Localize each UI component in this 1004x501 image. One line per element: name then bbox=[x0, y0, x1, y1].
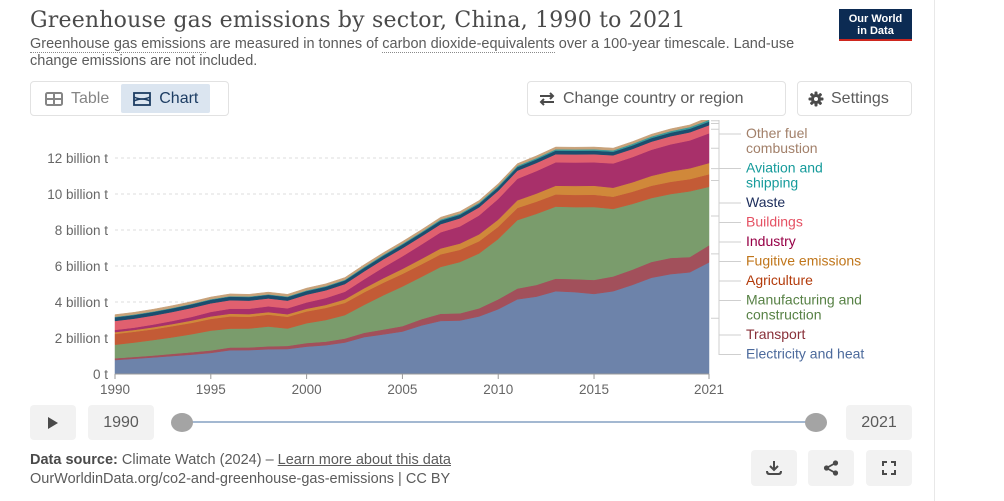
x-tick-label: 2015 bbox=[579, 382, 609, 397]
legend-connector bbox=[711, 122, 741, 204]
legend-label: construction bbox=[746, 307, 821, 323]
download-icon bbox=[766, 461, 782, 475]
tab-table[interactable]: Table bbox=[33, 84, 121, 113]
subtitle-text-2: over a 100-year timescale. Land-use chan… bbox=[30, 36, 795, 69]
ghg-definition-link[interactable]: Greenhouse gas emissions bbox=[30, 36, 206, 53]
y-tick-label: 10 billion t bbox=[47, 187, 108, 202]
legend-connector bbox=[711, 128, 741, 223]
legend-connector bbox=[711, 215, 741, 301]
start-year-handle[interactable] bbox=[171, 413, 193, 432]
source-url[interactable]: OurWorldinData.org/co2-and-greenhouse-ga… bbox=[30, 471, 451, 487]
x-tick-label: 1990 bbox=[100, 382, 130, 397]
legend-label: Industry bbox=[746, 233, 796, 249]
x-tick-label: 2021 bbox=[694, 382, 724, 397]
source-label: Data source: bbox=[30, 452, 118, 468]
legend-label: Agriculture bbox=[746, 272, 813, 288]
legend-label: Buildings bbox=[746, 214, 803, 230]
legend-connector bbox=[711, 120, 741, 169]
area-series bbox=[114, 120, 710, 375]
tab-chart[interactable]: Chart bbox=[121, 84, 211, 113]
learn-more-link[interactable]: Learn more about this data bbox=[277, 452, 451, 468]
chart-frame bbox=[12, 0, 935, 501]
play-icon bbox=[48, 416, 58, 429]
chart-subtitle: Greenhouse gas emissions are measured in… bbox=[30, 36, 810, 70]
y-tick-label: 2 billion t bbox=[55, 331, 109, 346]
legend-connector bbox=[711, 168, 741, 262]
legend-label: Manufacturing and bbox=[746, 292, 862, 308]
change-country-label: Change country or region bbox=[563, 89, 744, 107]
y-tick-label: 4 billion t bbox=[55, 295, 109, 310]
axes: 0 t 2 billion t 4 billion t 6 billion t 8 bi… bbox=[47, 151, 724, 397]
swap-arrows-icon bbox=[539, 91, 555, 106]
start-year-label[interactable]: 1990 bbox=[88, 405, 154, 440]
change-country-button[interactable]: Change country or region bbox=[527, 81, 786, 116]
gear-icon bbox=[808, 91, 824, 106]
legend-label: shipping bbox=[746, 175, 798, 191]
fullscreen-button[interactable] bbox=[866, 450, 912, 486]
legend-connector bbox=[711, 180, 741, 282]
timeline: 1990 2021 bbox=[30, 405, 912, 440]
legend-connector bbox=[711, 147, 741, 243]
x-tick-label: 2010 bbox=[483, 382, 513, 397]
legend-item-transport[interactable]: Transport bbox=[711, 253, 806, 342]
download-button[interactable] bbox=[751, 450, 797, 486]
legend-connector bbox=[718, 120, 741, 135]
y-tick-label: 12 billion t bbox=[47, 151, 108, 166]
share-button[interactable] bbox=[808, 450, 854, 486]
legend-label: Aviation and bbox=[746, 160, 823, 176]
legend-label: combustion bbox=[746, 140, 818, 156]
settings-button[interactable]: Settings bbox=[797, 81, 912, 116]
logo-line-2: in Data bbox=[857, 25, 894, 37]
legend-label: Transport bbox=[746, 326, 806, 342]
legend-label: Electricity and heat bbox=[746, 346, 864, 362]
play-button[interactable] bbox=[30, 405, 76, 440]
tab-table-label: Table bbox=[71, 89, 110, 107]
y-tick-label: 0 t bbox=[93, 367, 108, 382]
stacked-area-chart: 0 t 2 billion t 4 billion t 6 billion t 8 bi… bbox=[47, 120, 864, 397]
y-tick-label: 6 billion t bbox=[55, 259, 109, 274]
legend-label: Waste bbox=[746, 194, 785, 210]
source-info: Data source: Climate Watch (2024) – Lear… bbox=[30, 451, 451, 489]
share-icon bbox=[823, 460, 839, 476]
fullscreen-icon bbox=[882, 461, 896, 475]
legend-label: Fugitive emissions bbox=[746, 253, 861, 269]
owid-logo[interactable]: Our World in Data bbox=[839, 9, 912, 41]
legend-item-electricity-and-heat[interactable]: Electricity and heat bbox=[711, 317, 864, 362]
tab-chart-label: Chart bbox=[159, 89, 199, 107]
legend-connector bbox=[711, 253, 741, 336]
end-year-handle[interactable] bbox=[805, 413, 827, 432]
view-tabs: Table Chart bbox=[30, 81, 229, 116]
logo-line-1: Our World bbox=[848, 13, 903, 25]
chart-title: Greenhouse gas emissions by sector, Chin… bbox=[30, 8, 686, 33]
chart-icon bbox=[133, 91, 152, 106]
settings-label: Settings bbox=[831, 89, 889, 107]
x-tick-label: 1995 bbox=[196, 382, 226, 397]
source-text: Climate Watch (2024) – bbox=[117, 452, 278, 468]
legend-label: Other fuel bbox=[746, 125, 807, 141]
end-year-label[interactable]: 2021 bbox=[846, 405, 912, 440]
x-tick-label: 2005 bbox=[387, 382, 417, 397]
area-other-fuel-combustion[interactable] bbox=[114, 120, 710, 318]
x-tick-label: 2000 bbox=[292, 382, 322, 397]
y-tick-label: 8 billion t bbox=[55, 223, 109, 238]
table-icon bbox=[45, 91, 63, 106]
legend-connector bbox=[711, 317, 741, 355]
co2eq-definition-link[interactable]: carbon dioxide-equivalents bbox=[382, 36, 555, 53]
subtitle-text-1: are measured in tonnes of bbox=[205, 36, 383, 52]
timeline-track[interactable] bbox=[192, 421, 815, 423]
